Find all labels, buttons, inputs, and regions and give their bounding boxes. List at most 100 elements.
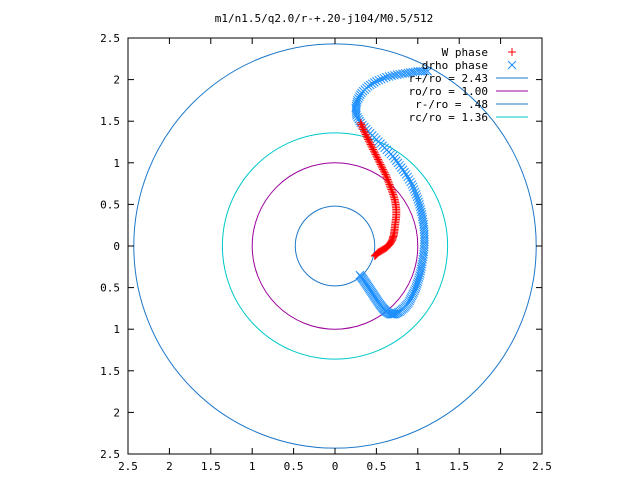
data-point	[374, 157, 383, 166]
data-point	[387, 185, 396, 194]
data-point	[409, 185, 419, 194]
y-tick-label: 2.5	[100, 32, 120, 45]
data-point	[374, 75, 384, 85]
data-point	[359, 125, 368, 134]
data-point	[376, 160, 385, 169]
x-tick-label: 2	[166, 460, 173, 473]
x-tick-label: 1.5	[201, 460, 221, 473]
legend-marker-swatch	[508, 48, 516, 56]
y-tick-label: 1	[113, 323, 120, 336]
legend-label: ro/ro = 1.00	[409, 85, 488, 98]
data-point	[379, 167, 388, 176]
data-point	[412, 192, 422, 202]
data-point	[367, 142, 376, 151]
data-point	[379, 165, 388, 174]
data-point	[357, 120, 366, 129]
x-axis: 2.5 2 1.5 1 0.5 0 0.5 1 1.5 2 2.5	[118, 38, 552, 473]
data-point	[369, 145, 378, 154]
data-point	[351, 103, 361, 113]
data-point	[414, 197, 423, 207]
data-point	[423, 66, 433, 76]
data-point	[362, 132, 371, 141]
y-tick-label: 1.5	[100, 365, 120, 378]
data-point	[372, 152, 381, 161]
data-point	[366, 140, 375, 149]
y-tick-label: 1	[113, 157, 120, 170]
data-point	[407, 180, 417, 189]
data-point	[351, 101, 361, 111]
y-tick-label: 2.5	[100, 448, 120, 461]
data-point	[386, 183, 395, 192]
circle-1	[251, 162, 419, 330]
data-point	[410, 187, 420, 197]
data-point	[360, 128, 369, 137]
data-point	[420, 66, 430, 76]
data-point	[363, 133, 372, 142]
data-point	[371, 150, 380, 159]
x-tick-label: 0.5	[284, 460, 304, 473]
x-tick-label: 2	[497, 460, 504, 473]
data-point	[365, 138, 374, 147]
data-point	[404, 175, 414, 184]
data-point	[403, 172, 413, 182]
data-point	[390, 70, 399, 80]
y-tick-label: 0.5	[100, 282, 120, 295]
data-point	[364, 137, 373, 146]
data-point	[413, 195, 423, 204]
x-tick-label: 1.5	[449, 460, 469, 473]
data-point	[387, 71, 397, 81]
data-point	[374, 155, 383, 164]
data-point	[357, 122, 366, 131]
data-point	[389, 190, 398, 199]
x-tick-label: 2.5	[532, 460, 552, 473]
data-point	[372, 76, 381, 86]
data-point	[385, 180, 394, 189]
data-point	[378, 163, 387, 172]
circle-2	[294, 205, 376, 287]
x-tick-label: 0.5	[366, 460, 386, 473]
data-point	[380, 168, 389, 177]
data-point	[415, 202, 425, 212]
data-point	[382, 173, 391, 182]
data-point	[358, 123, 367, 132]
data-point	[383, 175, 392, 184]
data-point	[381, 170, 390, 179]
legend-label: rc/ro = 1.36	[409, 111, 488, 124]
legend-label: drho phase	[422, 59, 488, 72]
y-tick-label: 0.5	[100, 198, 120, 211]
data-point	[356, 90, 365, 100]
data-point	[398, 69, 407, 79]
data-point	[387, 187, 396, 196]
x-tick-label: 0	[332, 460, 339, 473]
data-point	[384, 178, 393, 187]
data-point	[381, 72, 391, 82]
data-point	[359, 127, 368, 136]
legend-label: W phase	[442, 46, 488, 59]
data-point	[377, 74, 386, 84]
data-point	[416, 207, 426, 217]
data-point	[406, 177, 415, 187]
data-point	[408, 182, 418, 192]
data-point	[382, 172, 391, 181]
data-point	[416, 205, 426, 214]
data-point	[363, 81, 373, 91]
data-point	[356, 118, 365, 127]
data-point	[395, 69, 405, 79]
data-point	[369, 78, 379, 87]
legend-label: r-/ro = .48	[415, 98, 488, 111]
data-point	[370, 148, 379, 157]
x-tick-label: 2.5	[118, 460, 138, 473]
data-point	[386, 238, 395, 247]
y-tick-label: 1.5	[100, 115, 120, 128]
data-point	[392, 70, 402, 79]
data-point	[361, 130, 370, 139]
data-point	[373, 153, 382, 162]
y-tick-label: 2	[113, 74, 120, 87]
y-tick-label: 2	[113, 406, 120, 419]
data-point	[352, 99, 361, 109]
data-point	[417, 210, 427, 219]
data-point	[367, 79, 377, 89]
data-point	[377, 162, 386, 171]
